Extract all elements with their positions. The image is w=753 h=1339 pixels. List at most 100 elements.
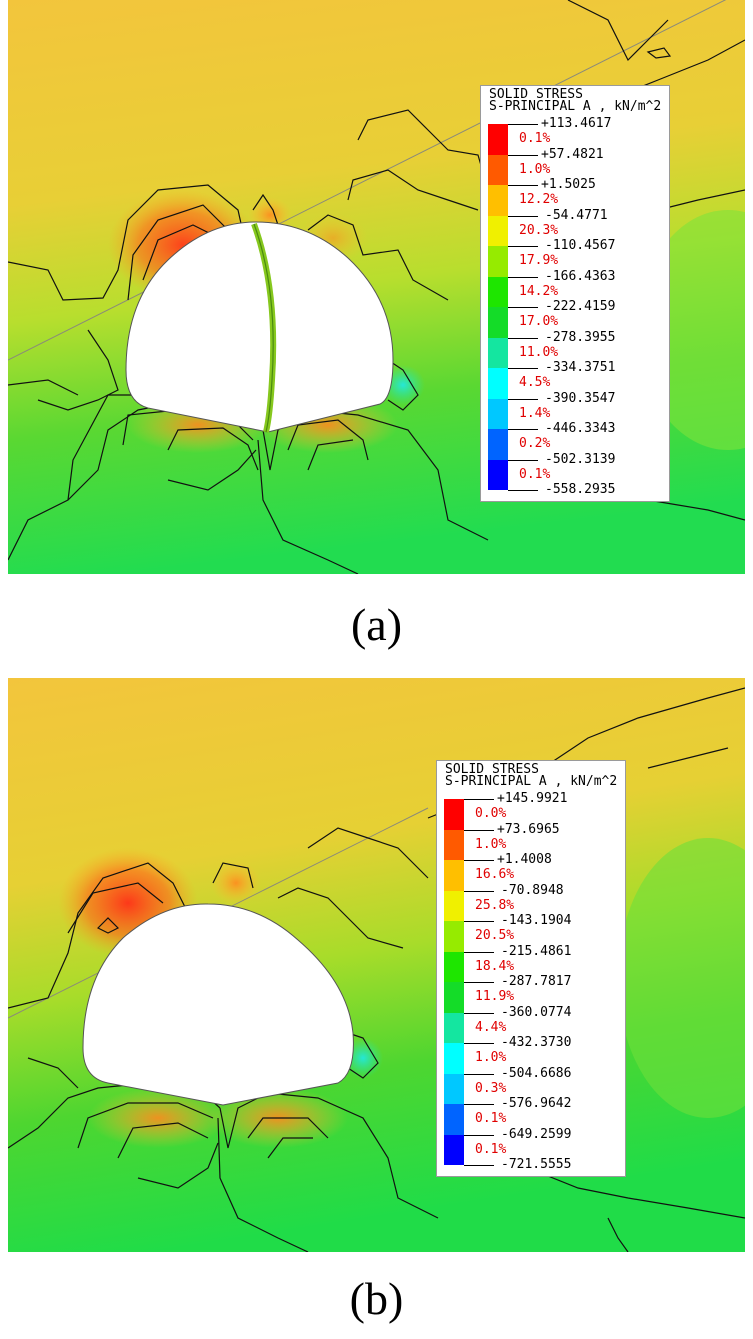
legend-percent: 1.0% <box>519 161 551 177</box>
legend-tick <box>508 246 538 247</box>
legend-value: -287.7817 <box>501 974 572 989</box>
legend-percent: 0.0% <box>475 806 507 821</box>
legend-tick <box>508 276 538 278</box>
legend-percent: 12.2% <box>519 192 559 207</box>
legend-tick <box>464 1134 494 1136</box>
legend-value: -54.4771 <box>545 207 608 223</box>
legend-value: +73.6965 <box>497 821 560 837</box>
legend-tick <box>508 459 538 461</box>
legend-swatch <box>488 124 508 155</box>
legend-value: -502.3139 <box>545 451 616 467</box>
legend-value: -222.4159 <box>545 299 616 314</box>
legend-tick <box>508 337 538 339</box>
legend-value: -504.6686 <box>501 1065 572 1081</box>
legend-value: -558.2935 <box>545 482 616 497</box>
caption-b: (b) <box>349 1273 404 1324</box>
legend-tick <box>464 1043 494 1044</box>
legend-value: +57.4821 <box>541 146 604 162</box>
legend-percent: 17.9% <box>519 253 559 268</box>
legend-swatch <box>444 799 464 830</box>
legend-swatch <box>444 860 464 891</box>
legend-tick <box>508 185 538 186</box>
legend-swatch <box>444 1012 464 1043</box>
legend-value: -721.5555 <box>501 1157 572 1172</box>
tunnel-opening-b <box>82 903 354 1106</box>
legend-percent: 4.4% <box>475 1019 507 1035</box>
legend-title: SOLID STRESS <box>445 762 539 777</box>
legend-tick <box>508 429 538 430</box>
legend-percent: 0.1% <box>519 466 551 482</box>
legend-tick <box>464 890 494 892</box>
legend-tick <box>464 1165 494 1166</box>
legend-percent: 4.5% <box>519 375 551 390</box>
color-legend-b: SOLID STRESS S-PRINCIPAL A , kN/m^2 +145… <box>436 760 626 1177</box>
legend-tick <box>508 307 538 308</box>
legend-swatch <box>488 215 508 246</box>
legend-tick <box>508 154 538 156</box>
legend-swatch <box>488 429 508 460</box>
legend-value: -432.3730 <box>501 1035 572 1050</box>
legend-percent: 0.1% <box>519 131 551 146</box>
legend-swatch <box>444 982 464 1013</box>
legend-tick <box>508 398 538 400</box>
legend-swatch <box>488 276 508 307</box>
legend-tick <box>464 860 494 861</box>
legend-title: SOLID STRESS <box>489 87 583 102</box>
legend-percent: 1.0% <box>475 1050 507 1065</box>
legend-percent: 20.3% <box>519 222 559 238</box>
legend-percent: 0.1% <box>475 1141 507 1157</box>
legend-percent: 25.8% <box>475 897 515 913</box>
legend-percent: 14.2% <box>519 283 559 299</box>
legend-tick <box>508 124 538 125</box>
legend-value: -215.4861 <box>501 943 572 959</box>
legend-tick <box>508 368 538 369</box>
legend-swatch <box>488 307 508 338</box>
legend-value: -334.3751 <box>545 360 616 375</box>
legend-percent: 18.4% <box>475 958 515 974</box>
legend-percent: 11.0% <box>519 344 559 360</box>
caption-a: (a) <box>350 599 403 650</box>
legend-percent: 1.0% <box>475 836 507 852</box>
legend-tick <box>508 490 538 491</box>
legend-swatch <box>444 1073 464 1104</box>
legend-subtitle: S-PRINCIPAL A , kN/m^2 <box>489 99 662 114</box>
legend-subtitle: S-PRINCIPAL A , kN/m^2 <box>445 774 618 789</box>
legend-value: -390.3547 <box>545 390 616 406</box>
legend-value: +113.4617 <box>541 116 612 131</box>
legend-swatch <box>488 368 508 399</box>
legend-tick <box>464 1012 494 1014</box>
legend-value: -360.0774 <box>501 1004 572 1020</box>
legend-percent: 0.1% <box>475 1111 507 1126</box>
legend-swatch <box>444 951 464 982</box>
stress-field-b <box>8 678 745 1252</box>
legend-percent: 16.6% <box>475 867 515 882</box>
legend-swatch <box>488 185 508 216</box>
legend-swatch <box>444 829 464 860</box>
contour-plot-a: SOLID STRESS S-PRINCIPAL A , kN/m^2 +113… <box>8 0 745 574</box>
legend-tick <box>464 829 494 831</box>
legend-swatch <box>444 890 464 921</box>
legend-swatch <box>488 398 508 429</box>
legend-value: -649.2599 <box>501 1126 572 1142</box>
legend-value: +1.4008 <box>497 852 552 867</box>
legend-swatch <box>444 921 464 952</box>
legend-percent: 1.4% <box>519 405 551 421</box>
legend-percent: 0.3% <box>475 1080 507 1096</box>
legend-tick <box>464 921 494 922</box>
legend-percent: 20.5% <box>475 928 515 943</box>
legend-value: -166.4363 <box>545 268 616 284</box>
legend-tick <box>464 1073 494 1075</box>
color-legend-a: SOLID STRESS S-PRINCIPAL A , kN/m^2 +113… <box>480 85 670 502</box>
legend-tick <box>508 215 538 217</box>
legend-swatch <box>444 1043 464 1074</box>
tunnel-opening-a <box>125 221 394 433</box>
legend-value: -576.9642 <box>501 1096 572 1111</box>
legend-tick <box>464 799 494 800</box>
legend-tick <box>464 982 494 983</box>
legend-swatch <box>488 154 508 185</box>
legend-percent: 17.0% <box>519 314 559 329</box>
legend-value: -278.3955 <box>545 329 616 345</box>
legend-value: -143.1904 <box>501 913 572 928</box>
legend-value: -446.3343 <box>545 421 616 436</box>
legend-value: +145.9921 <box>497 791 568 806</box>
